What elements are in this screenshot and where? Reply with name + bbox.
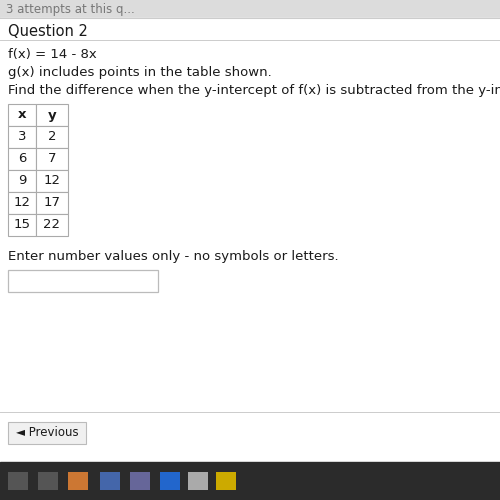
Bar [36,170,68,192]
Bar [130,472,150,490]
Text: 9: 9 [18,174,26,188]
Bar [36,126,68,148]
Bar [0,18,500,462]
Bar [216,472,236,490]
Bar [0,462,500,500]
Bar [38,472,58,490]
Bar [36,214,68,236]
Text: y: y [48,108,56,122]
Bar [8,148,36,170]
Text: Question 2: Question 2 [8,24,88,39]
Text: 6: 6 [18,152,26,166]
Text: 7: 7 [48,152,56,166]
Bar [36,104,68,126]
Text: ◄ Previous: ◄ Previous [16,426,78,440]
Text: g(x) includes points in the table shown.: g(x) includes points in the table shown. [8,66,272,79]
Bar [8,472,28,490]
Bar [68,472,88,490]
Bar [8,170,36,192]
Text: Enter number values only - no symbols or letters.: Enter number values only - no symbols or… [8,250,338,263]
Bar [8,270,158,292]
Bar [36,148,68,170]
Text: f(x) = 14 - 8x: f(x) = 14 - 8x [8,48,97,61]
Bar [188,472,208,490]
Text: x: x [18,108,26,122]
Text: Find the difference when the y-intercept of f(x) is subtracted from the y-interc: Find the difference when the y-intercept… [8,84,500,97]
Text: 3 attempts at this q...: 3 attempts at this q... [6,2,135,16]
Text: 12: 12 [14,196,30,209]
Bar [0,0,500,18]
Text: 12: 12 [44,174,60,188]
Bar [160,472,180,490]
Text: 2: 2 [48,130,56,143]
Bar [8,192,36,214]
Text: 22: 22 [44,218,60,232]
Bar [8,126,36,148]
Bar [8,422,86,444]
Bar [8,214,36,236]
Bar [36,192,68,214]
Text: 3: 3 [18,130,26,143]
Bar [100,472,120,490]
Bar [8,104,36,126]
Text: 15: 15 [14,218,30,232]
Text: 17: 17 [44,196,60,209]
